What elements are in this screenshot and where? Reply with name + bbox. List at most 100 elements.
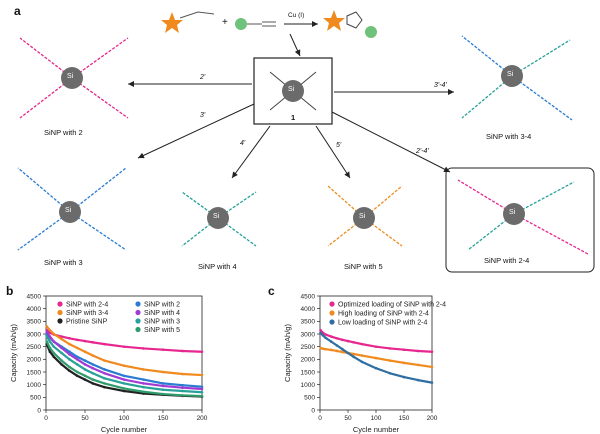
series-line [45, 330, 203, 391]
structure-sinp-4 [181, 191, 257, 247]
data-point [374, 356, 378, 360]
data-point [430, 381, 434, 384]
legend-marker [135, 326, 141, 333]
data-point [329, 348, 333, 352]
legend-label: Pristine SiNP [66, 318, 108, 325]
data-point [319, 328, 322, 332]
data-point [161, 384, 165, 388]
legend-label: SiNP with 4 [144, 310, 180, 317]
data-point [75, 363, 79, 366]
structure-sinp-5 [327, 185, 403, 247]
data-point [91, 382, 95, 385]
data-point [48, 350, 52, 354]
arrow-5 [315, 125, 351, 179]
product-label-3-4: SiNP with 3-4 [486, 132, 532, 141]
structure-sinp-3 [17, 167, 127, 251]
data-point [75, 358, 79, 361]
data-point [83, 368, 87, 371]
data-point [402, 348, 406, 352]
data-point [45, 335, 49, 338]
x-tick-label: 200 [427, 415, 438, 422]
series-line [45, 341, 203, 398]
legend-label: Optimized loading of SiNP with 2-4 [338, 301, 446, 308]
data-point [68, 358, 71, 361]
arrow-4 [231, 125, 271, 179]
data-point [91, 341, 95, 344]
y-tick-label: 2000 [301, 357, 316, 364]
x-tick-label: 100 [119, 415, 130, 422]
legend-marker [135, 318, 141, 324]
y-tick-label: 0 [311, 407, 315, 414]
data-point [161, 388, 165, 392]
series-line [45, 335, 203, 394]
y-tick-label: 0 [37, 407, 41, 414]
down-arrow [289, 33, 301, 57]
data-point [430, 350, 434, 354]
data-point [75, 374, 79, 378]
y-axis-label: Capacity (mAh/g) [283, 324, 292, 382]
product-label-4: SiNP with 4 [198, 262, 237, 271]
legend-marker [329, 301, 335, 307]
data-point [181, 389, 184, 393]
panel-letter-c: c [268, 284, 275, 298]
data-point [122, 378, 126, 381]
data-point [402, 361, 406, 365]
data-point [142, 378, 145, 381]
y-tick-label: 1500 [27, 369, 42, 376]
product-label-2-4: SiNP with 2-4 [484, 256, 530, 265]
data-point [200, 373, 204, 377]
data-point [75, 346, 79, 350]
center-compound-label: 1 [291, 113, 296, 122]
plus-sign: + [222, 17, 228, 28]
y-tick-label: 500 [304, 395, 315, 402]
data-point [388, 371, 392, 375]
data-point [161, 348, 165, 352]
legend-label: SiNP with 2-4 [66, 301, 108, 308]
data-point [122, 374, 126, 378]
panel-letter-b: b [6, 284, 14, 298]
y-tick-label: 4000 [27, 306, 42, 313]
core-si-4: Si [213, 213, 220, 220]
data-point [402, 375, 406, 379]
data-point [324, 347, 327, 351]
azide-chain [179, 11, 215, 19]
data-point [335, 349, 339, 353]
y-tick-label: 4500 [301, 293, 316, 300]
x-axis-label: Cycle number [101, 425, 148, 434]
data-point [122, 389, 126, 393]
data-point [83, 359, 87, 362]
structure-sinp-2 [19, 37, 129, 119]
data-point [52, 332, 56, 336]
data-point [324, 336, 327, 340]
data-point [142, 368, 145, 371]
data-point [181, 349, 184, 353]
data-point [45, 330, 49, 333]
data-point [388, 347, 392, 350]
series-line [45, 325, 203, 377]
product-green-dot [365, 26, 377, 38]
data-point [341, 350, 344, 354]
data-point [352, 355, 355, 359]
data-point [75, 338, 79, 342]
data-point [200, 385, 204, 388]
data-point [341, 338, 344, 342]
arrow-3 [137, 103, 255, 159]
arrow-label-2-4: 2'-4' [416, 148, 429, 155]
y-tick-label: 1000 [27, 382, 42, 389]
alkyne-chain [247, 21, 276, 27]
data-point [181, 386, 184, 390]
data-point [103, 382, 106, 385]
data-point [60, 359, 63, 362]
data-point [48, 346, 52, 350]
data-point [416, 363, 420, 367]
legend-label: Low loading of SiNP with 2-4 [338, 319, 427, 326]
legend-marker [329, 310, 335, 316]
data-point [48, 335, 52, 338]
legend-marker [135, 301, 141, 307]
y-tick-label: 500 [30, 395, 41, 402]
data-point [122, 345, 126, 348]
data-point [388, 359, 392, 362]
y-axis-label: Capacity (mAh/g) [9, 324, 18, 382]
data-point [360, 342, 364, 346]
data-point [52, 345, 56, 348]
